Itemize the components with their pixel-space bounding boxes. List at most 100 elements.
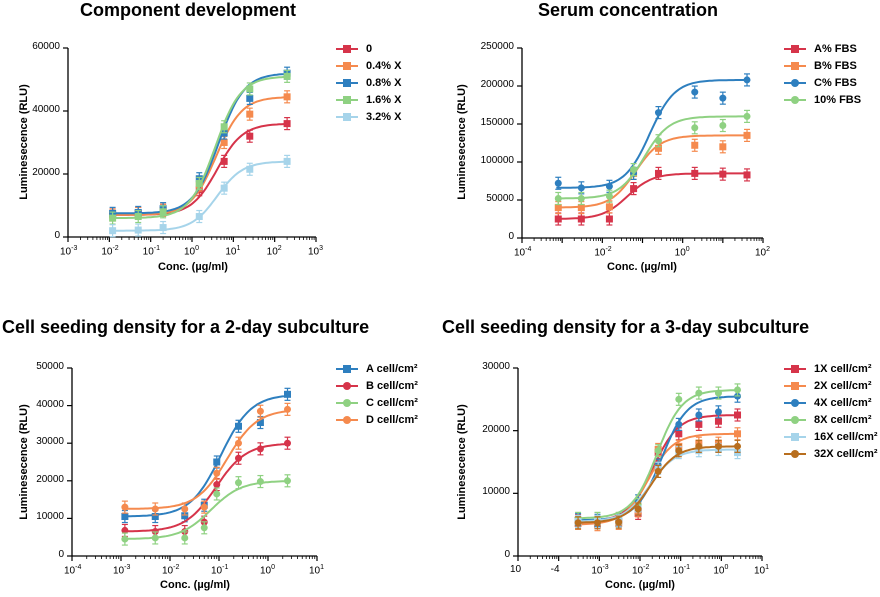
legend: A% FBS B% FBS C% FBS 10% FBS	[784, 40, 861, 108]
data-point	[283, 72, 291, 80]
y-axis-label: Luminesecence (RLU)	[456, 404, 468, 520]
data-point	[577, 194, 585, 202]
legend-symbol	[784, 363, 806, 375]
data-point	[593, 519, 601, 527]
x-tick-label: 10-3	[591, 564, 609, 577]
legend-item: C% FBS	[784, 74, 861, 91]
legend-label: 16X cell/cm²	[814, 430, 878, 443]
y-tick-label: 0	[504, 549, 510, 560]
data-point	[283, 390, 291, 398]
data-point	[605, 192, 613, 200]
fit-curve	[556, 79, 748, 189]
y-tick-label: 0	[508, 231, 514, 242]
data-point	[574, 519, 582, 527]
legend-label: 0.8% X	[366, 76, 402, 89]
data-point	[675, 395, 683, 403]
data-point	[691, 141, 699, 149]
series	[109, 69, 291, 225]
chart-2-day-subculture: Cell seeding density for a 2-day subcult…	[0, 297, 440, 595]
fit-curve	[556, 172, 748, 220]
data-point	[615, 518, 623, 526]
data-point	[554, 215, 562, 223]
data-point	[121, 535, 129, 543]
data-point	[121, 513, 129, 521]
data-point	[714, 442, 722, 450]
legend-item: A cell/cm²	[336, 360, 418, 377]
legend-symbol	[784, 448, 806, 460]
y-axis-label: Luminesecence (RLU)	[18, 404, 30, 520]
chart-component-development: Component development Luminesecence (RLU…	[0, 0, 440, 297]
data-point	[283, 120, 291, 128]
data-point	[213, 458, 221, 466]
legend-symbol	[336, 380, 358, 392]
data-point	[695, 420, 703, 428]
y-tick-label: 150000	[480, 117, 514, 128]
legend-label: C% FBS	[814, 76, 857, 89]
legend-label: C cell/cm²	[366, 396, 418, 409]
legend-symbol	[784, 397, 806, 409]
x-tick-label: 10-2	[162, 564, 180, 577]
x-axis-label: Conc. (µg/ml)	[605, 579, 675, 591]
data-point	[283, 157, 291, 165]
legend-label: B% FBS	[814, 59, 857, 72]
legend: A cell/cm² B cell/cm² C cell/cm² D cell/…	[336, 360, 418, 428]
legend-item: 1.6% X	[336, 91, 401, 108]
data-point	[630, 166, 638, 174]
data-point	[734, 430, 742, 438]
y-tick-label: 40000	[36, 398, 64, 410]
legend-symbol	[336, 363, 358, 375]
data-point	[719, 170, 727, 178]
legend-symbol	[784, 414, 806, 426]
data-point	[256, 445, 264, 453]
legend-item: 1X cell/cm²	[784, 360, 878, 377]
y-axis-label: Luminesecence (RLU)	[18, 84, 30, 200]
legend-symbol	[336, 111, 358, 123]
data-point	[634, 505, 642, 513]
x-tick-label: 10-4	[514, 246, 532, 259]
data-point	[675, 430, 683, 438]
legend-symbol	[336, 94, 358, 106]
data-point	[719, 143, 727, 151]
legend-symbol	[336, 77, 358, 89]
x-tick-label: 100	[260, 564, 276, 577]
data-point	[213, 469, 221, 477]
series	[109, 116, 291, 222]
legend-symbol	[784, 380, 806, 392]
data-point	[734, 442, 742, 450]
data-point	[195, 213, 203, 221]
legend-item: 32X cell/cm²	[784, 445, 878, 462]
y-tick-label: 20000	[482, 423, 510, 435]
legend-label: 2X cell/cm²	[814, 379, 872, 392]
x-tick-label: 102	[755, 246, 771, 259]
data-point	[234, 439, 242, 447]
data-point	[109, 227, 117, 235]
fit-curve	[122, 394, 289, 518]
data-point	[220, 184, 228, 192]
chart-3-day-subculture: Cell seeding density for a 3-day subcult…	[440, 297, 880, 595]
data-point	[734, 411, 742, 419]
series	[574, 383, 742, 525]
series	[121, 402, 291, 516]
series	[109, 154, 291, 238]
legend-item: 2X cell/cm²	[784, 377, 878, 394]
x-tick-label: 10-2	[594, 246, 612, 259]
x-tick-label: 10-1	[142, 245, 161, 258]
y-tick-label: 60000	[32, 41, 60, 52]
y-tick-label: 0	[58, 549, 64, 560]
legend-label: 1.6% X	[366, 93, 402, 106]
data-point	[554, 194, 562, 202]
series	[109, 90, 291, 222]
data-point	[200, 503, 208, 511]
legend-label: 0.4% X	[366, 59, 402, 72]
data-point	[283, 477, 291, 485]
data-point	[654, 169, 662, 177]
data-point	[134, 213, 142, 221]
data-point	[246, 132, 254, 140]
x-tick-label: 101	[754, 564, 770, 577]
data-point	[246, 85, 254, 93]
y-axis-label: Luminesecence (RLU)	[456, 84, 468, 200]
data-point	[234, 454, 242, 462]
y-tick-label: 100000	[480, 155, 514, 166]
data-point	[195, 179, 203, 187]
legend-item: 8X cell/cm²	[784, 411, 878, 428]
